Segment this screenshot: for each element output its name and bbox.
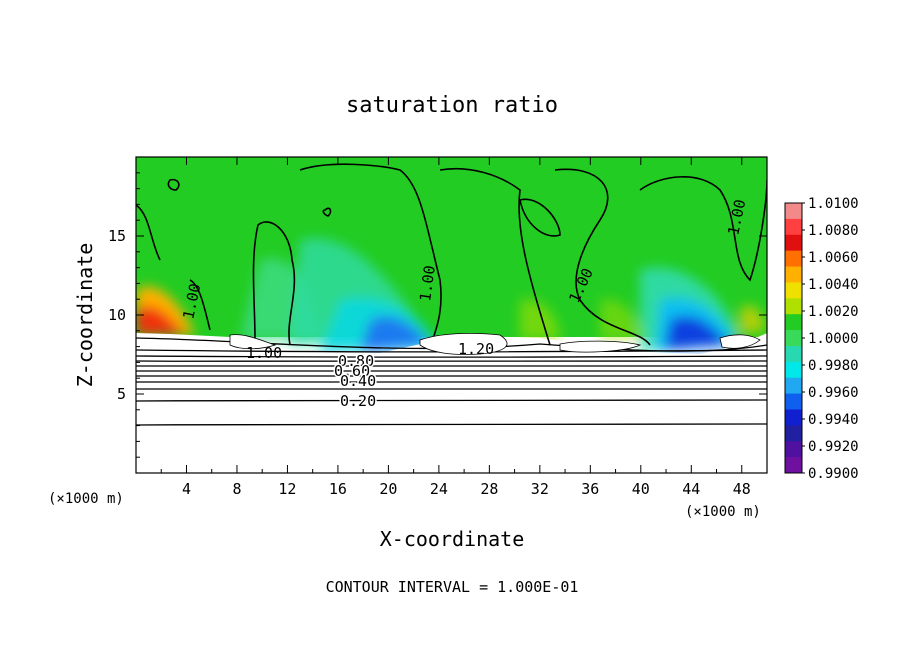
x-axis: 4 8 12 16 20 24 28 32 36 40 44 48 <box>160 157 751 498</box>
colorbar-swatch <box>785 377 802 395</box>
colorbar-label: 1.0060 <box>808 250 859 266</box>
contour-label-100-left: 1.00 <box>246 344 282 362</box>
colorbar-swatch <box>785 441 802 458</box>
colorbar-label: 1.0080 <box>808 223 859 239</box>
y-tick-label: 10 <box>108 306 126 324</box>
x-tick-label: 48 <box>733 480 751 498</box>
colorbar-swatch <box>785 282 802 299</box>
colorbar-label: 1.0040 <box>808 277 859 293</box>
y-tick-label: 15 <box>108 227 126 245</box>
colorbar-swatch <box>785 314 802 331</box>
y-tick-label: 5 <box>117 385 126 403</box>
x-unit-right: (×1000 m) <box>685 504 761 520</box>
colorbar-swatch <box>785 218 802 236</box>
white-patches <box>229 333 761 355</box>
field-shading <box>136 238 767 352</box>
colorbar-label: 0.9900 <box>808 466 859 482</box>
colorbar-swatch <box>785 203 802 220</box>
contour-label-060: 0.60 <box>334 362 370 380</box>
x-tick-label: 20 <box>379 480 397 498</box>
colorbar-swatch <box>785 457 802 474</box>
colorbar-swatch <box>785 234 802 252</box>
chart-title: saturation ratio <box>346 93 558 118</box>
x-tick-label: 36 <box>581 480 599 498</box>
footer-contour-interval: CONTOUR INTERVAL = 1.000E-01 <box>326 578 579 596</box>
x-tick-label: 8 <box>232 480 241 498</box>
colorbar-swatch <box>785 266 802 283</box>
plot-area: 1.00 1.00 1.00 1.00 1.00 1.20 0.80 0.60 … <box>136 157 767 473</box>
colorbar-swatch <box>785 298 802 315</box>
x-axis-label: X-coordinate <box>380 527 525 551</box>
x-tick-label: 16 <box>329 480 347 498</box>
contour-label-020: 0.20 <box>340 392 376 410</box>
contour-label-040: 0.40 <box>340 372 376 390</box>
contour-label-120: 1.20 <box>458 340 494 358</box>
x-tick-label: 32 <box>531 480 549 498</box>
colorbar-swatch <box>785 250 802 268</box>
colorbar-swatch <box>785 409 802 426</box>
x-tick-label: 12 <box>278 480 296 498</box>
colorbar: 1.0100 1.0080 1.0060 1.0040 1.0020 1.0000 0.99… <box>784 196 859 482</box>
x-tick-label: 28 <box>480 480 498 498</box>
contour-label-100-mid: 1.00 <box>416 264 439 302</box>
field-lower <box>136 333 767 473</box>
x-tick-label: 44 <box>682 480 700 498</box>
colorbar-swatch <box>785 393 802 410</box>
colorbar-label: 1.0020 <box>808 304 859 320</box>
x-tick-label: 24 <box>430 480 448 498</box>
saturation-contours <box>136 163 767 346</box>
colorbar-label: 0.9980 <box>808 358 859 374</box>
y-axis-label: Z-coordinate <box>73 243 97 388</box>
x-tick-label: 40 <box>632 480 650 498</box>
colorbar-swatch <box>785 425 802 442</box>
y-axis: 5 10 15 <box>108 172 767 458</box>
colorbar-swatch <box>785 345 802 363</box>
colorbar-label: 0.9920 <box>808 439 859 455</box>
colorbar-swatch <box>785 361 802 379</box>
colorbar-label: 1.0000 <box>808 331 859 347</box>
colorbar-label: 0.9940 <box>808 412 859 428</box>
stratified-contours <box>136 337 767 426</box>
x-unit-left: (×1000 m) <box>48 491 124 507</box>
colorbar-label: 1.0100 <box>808 196 859 212</box>
colorbar-swatch <box>785 330 802 347</box>
contour-label-080: 0.80 <box>338 352 374 370</box>
colorbar-label: 0.9960 <box>808 385 859 401</box>
x-tick-label: 4 <box>182 480 191 498</box>
